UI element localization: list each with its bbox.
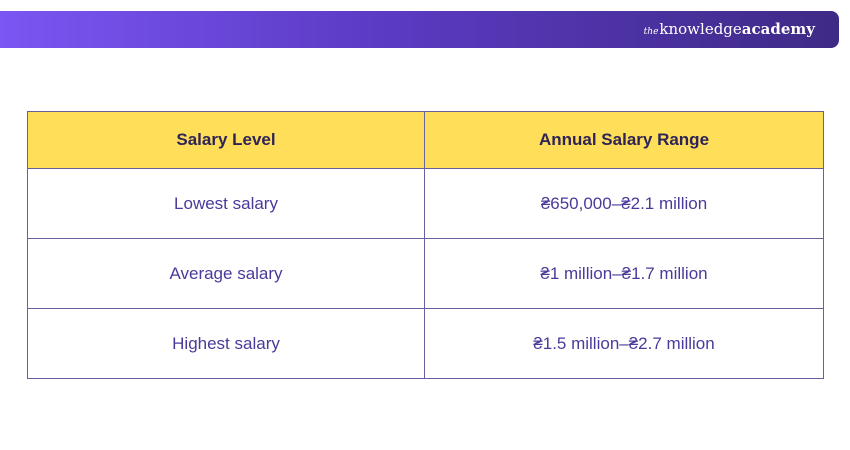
cell-salary-range: ₴650,000–₴2.1 million [424,168,824,239]
brand-logo: theknowledgeacademy [644,19,815,42]
brand-prefix: the [643,27,659,37]
cell-salary-level: Highest salary [27,308,425,379]
table-row: Average salary ₴1 million–₴1.7 million [27,238,824,309]
cell-salary-range: ₴1.5 million–₴2.7 million [424,308,824,379]
table-row: Highest salary ₴1.5 million–₴2.7 million [27,308,824,379]
cell-salary-level: Lowest salary [27,168,425,239]
header-salary-level: Salary Level [27,111,425,169]
salary-table-container: Salary Level Annual Salary Range Lowest … [27,111,824,379]
table-row: Lowest salary ₴650,000–₴2.1 million [27,168,824,239]
table-header-row: Salary Level Annual Salary Range [27,111,824,169]
brand-name-regular: knowledge [659,20,742,38]
cell-salary-level: Average salary [27,238,425,309]
header-banner: theknowledgeacademy [0,11,839,48]
header-annual-salary-range: Annual Salary Range [424,111,824,169]
cell-salary-range: ₴1 million–₴1.7 million [424,238,824,309]
salary-table: Salary Level Annual Salary Range Lowest … [27,111,824,379]
brand-name-bold: academy [741,20,815,38]
